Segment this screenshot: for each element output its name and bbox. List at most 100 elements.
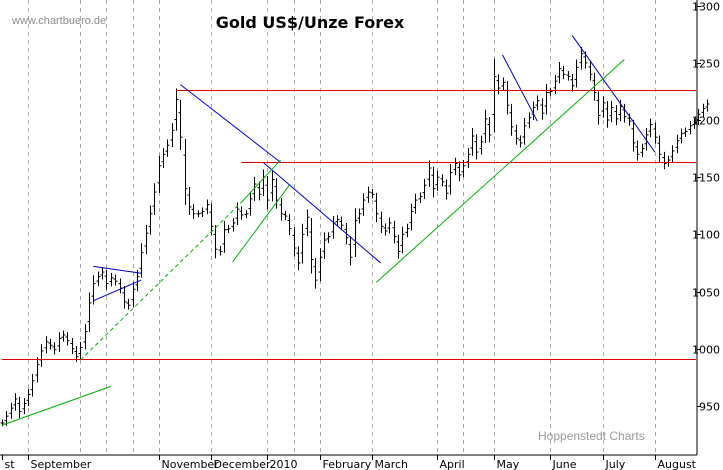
x-tick-label: November [162, 458, 220, 470]
price-bar [231, 218, 236, 232]
price-bar [579, 46, 584, 70]
price-bar [357, 208, 362, 224]
price-bar [566, 71, 571, 81]
price-bar [361, 193, 366, 216]
price-bar [544, 84, 549, 115]
trend-line [571, 35, 656, 153]
price-bar [257, 181, 262, 201]
price-bar [622, 103, 627, 123]
price-bar [431, 166, 436, 198]
price-bar [152, 183, 157, 216]
x-tick-label: March [375, 458, 409, 470]
y-tick-label: 1250 [692, 58, 720, 71]
price-bar [405, 223, 410, 238]
price-bar [644, 128, 649, 151]
price-bar [226, 224, 231, 234]
price-bar [205, 199, 210, 215]
x-tick-label: April [440, 458, 465, 470]
price-bar [248, 191, 253, 216]
price-bar [322, 232, 327, 259]
price-bar [70, 338, 75, 355]
x-tick-label: July [605, 458, 626, 470]
price-bar [283, 210, 288, 221]
price-bar [52, 342, 57, 355]
price-bar [692, 118, 697, 129]
x-tick-label: June [552, 458, 577, 470]
price-bar [305, 209, 310, 237]
price-bar [222, 220, 227, 253]
price-bars [0, 46, 710, 427]
price-bar [161, 148, 166, 169]
price-bar [209, 203, 214, 236]
price-bar [144, 224, 149, 255]
price-bar [479, 135, 484, 155]
price-bar [353, 208, 358, 257]
y-tick-label: 950 [699, 401, 720, 414]
price-bar [17, 396, 22, 419]
price-bar [65, 332, 70, 346]
price-bar [614, 105, 619, 126]
price-bar [435, 170, 440, 191]
x-tick-label: August [658, 458, 697, 470]
price-bar [348, 236, 353, 266]
y-tick-label: 1150 [692, 172, 720, 185]
price-bar [474, 134, 479, 160]
trend-line [241, 159, 281, 203]
price-bar [392, 220, 397, 244]
price-bar [501, 77, 506, 91]
trend-line [375, 59, 625, 283]
price-bar [265, 176, 270, 210]
price-bar [540, 98, 545, 120]
price-bar [631, 119, 636, 152]
price-bar [335, 215, 340, 227]
price-bar [440, 174, 445, 187]
price-bar [653, 122, 658, 144]
price-bar [78, 341, 83, 360]
price-bar [470, 128, 475, 156]
y-tick-label: 1300 [692, 1, 720, 14]
price-bar [48, 338, 53, 350]
price-bar [683, 127, 688, 137]
annotation-lines [1, 35, 696, 426]
price-bar [148, 205, 153, 235]
price-bar [561, 65, 566, 80]
price-bar [457, 161, 462, 182]
price-bar [292, 227, 297, 257]
price-bar [640, 143, 645, 158]
price-bar [400, 226, 405, 254]
price-bar [662, 151, 667, 170]
price-bar [448, 164, 453, 195]
price-bar [522, 118, 527, 145]
price-bar [596, 91, 601, 125]
price-bar [413, 193, 418, 214]
trend-line [180, 84, 281, 163]
price-bar [374, 192, 379, 223]
trend-line [232, 184, 290, 263]
price-bar [296, 246, 301, 271]
price-bar [318, 248, 323, 282]
price-bar [366, 186, 371, 203]
price-bar [309, 218, 314, 274]
price-bar [313, 258, 318, 289]
x-tick-label: December [214, 458, 272, 470]
price-bar [509, 103, 514, 136]
price-bar [157, 155, 162, 193]
price-bar [279, 198, 284, 221]
watermark: www.chartbuero.de [11, 15, 106, 27]
price-bar [444, 179, 449, 200]
price-bar [83, 324, 88, 350]
price-bar [139, 243, 144, 278]
price-bar [527, 112, 532, 129]
price-bar [326, 232, 331, 244]
price-bar [91, 275, 96, 305]
price-bar [22, 398, 27, 415]
price-bar [44, 336, 49, 354]
trend-line [1, 385, 111, 426]
price-bar [113, 274, 118, 286]
price-bar [339, 216, 344, 231]
price-bar [57, 332, 62, 353]
price-bar [670, 145, 675, 163]
price-bar [483, 109, 488, 143]
price-bar [466, 148, 471, 169]
